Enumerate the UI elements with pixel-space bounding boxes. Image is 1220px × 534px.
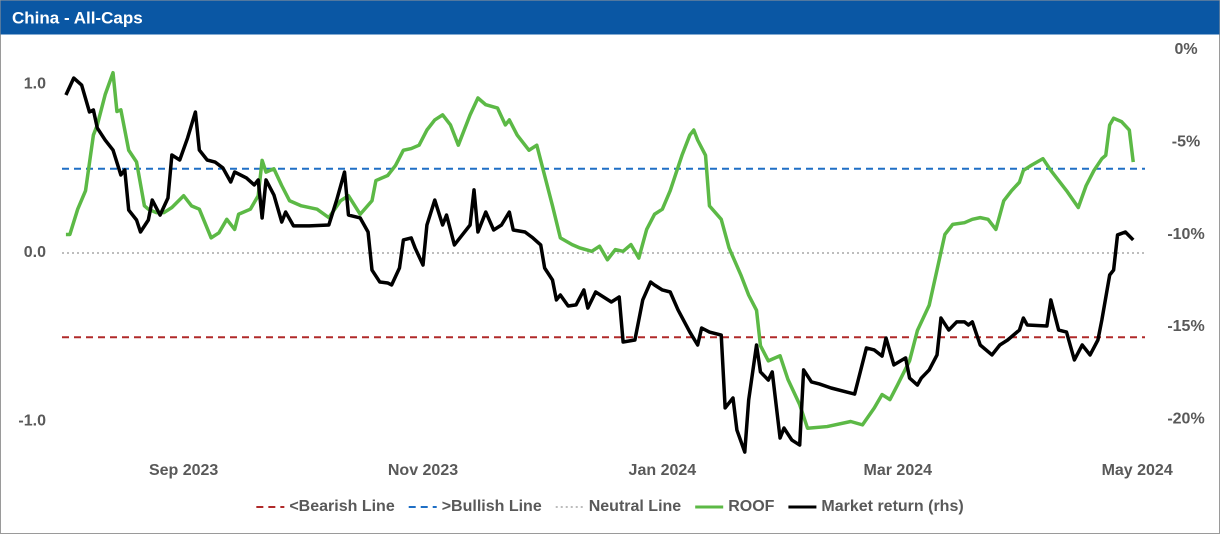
legend-label: Market return (rhs): [821, 498, 963, 515]
y2-tick-label: -20%: [1167, 410, 1204, 427]
legend-label: ROOF: [728, 498, 774, 515]
y-tick-label: 1.0: [24, 76, 46, 93]
y2-tick-label: 0%: [1174, 41, 1197, 58]
legend-label: >Bullish Line: [442, 498, 542, 515]
x-tick-label: Sep 2023: [149, 462, 218, 479]
chart-title: China - All-Caps: [12, 8, 143, 27]
series-line: [65, 70, 1135, 430]
legend: <Bearish Line >Bullish Line Neutral Line RO…: [256, 498, 964, 515]
series-line: [64, 76, 1135, 454]
y-tick-label: -1.0: [18, 413, 46, 430]
legend-label: <Bearish Line: [289, 498, 394, 515]
x-tick-label: Jan 2024: [629, 462, 697, 479]
x-tick-label: Mar 2024: [864, 462, 933, 479]
x-tick-label: May 2024: [1102, 462, 1173, 479]
y-tick-label: 0.0: [24, 244, 46, 261]
y2-tick-label: -15%: [1167, 318, 1204, 335]
x-tick-label: Nov 2023: [388, 462, 458, 479]
y2-tick-label: -5%: [1172, 133, 1200, 150]
y2-tick-label: -10%: [1167, 226, 1204, 243]
header-bar: [0, 0, 1220, 35]
legend-label: Neutral Line: [589, 498, 682, 515]
